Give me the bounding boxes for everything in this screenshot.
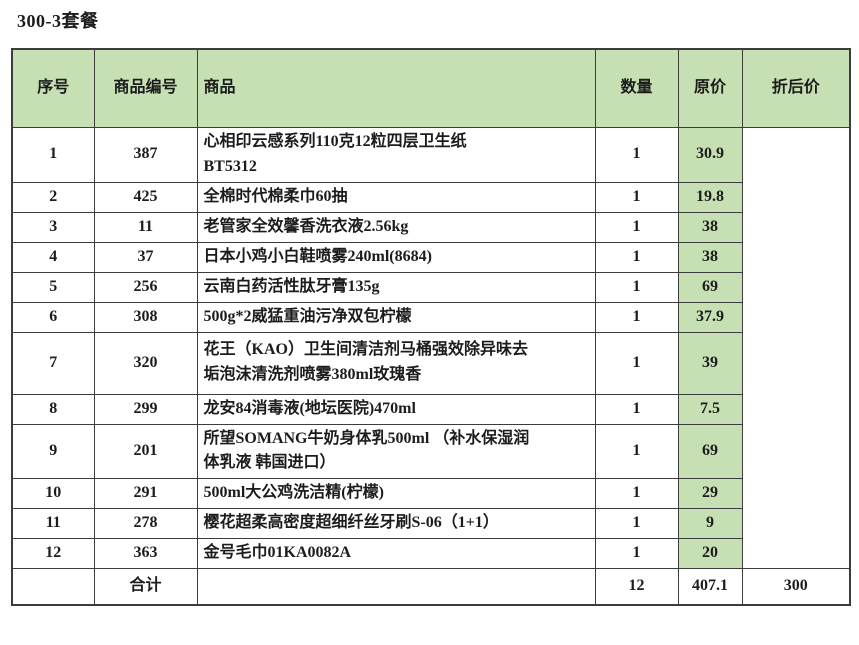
total-disc-price: 300 — [741, 568, 851, 606]
total-cell-no-empty — [11, 568, 95, 606]
cell-product: 龙安84消毒液(地坛医院)470ml — [196, 393, 596, 425]
cell-no: 4 — [11, 241, 95, 273]
cell-qty: 1 — [594, 301, 679, 333]
cell-no: 10 — [11, 478, 95, 510]
table-row: 11 278 樱花超柔高密度超细纤丝牙刷S-06（1+1） 1 9 — [11, 508, 850, 540]
table-row: 12 363 金号毛巾01KA0082A 1 20 — [11, 538, 850, 570]
table-row: 8 299 龙安84消毒液(地坛医院)470ml 1 7.5 — [11, 393, 850, 425]
cell-no: 2 — [11, 181, 95, 213]
cell-code: 278 — [93, 508, 198, 540]
cell-no: 3 — [11, 211, 95, 243]
cell-no: 1 — [11, 127, 95, 183]
table-row: 1 387 心相印云感系列110克12粒四层卫生纸 BT5312 1 30.9 — [11, 126, 851, 570]
cell-orig-price: 37.9 — [677, 301, 743, 333]
cell-orig-price: 38 — [677, 241, 743, 273]
cell-no: 12 — [11, 538, 95, 570]
total-qty: 12 — [594, 568, 679, 606]
cell-product: 500g*2威猛重油污净双包柠檬 — [196, 301, 596, 333]
table-row: 2 425 全棉时代棉柔巾60抽 1 19.8 — [11, 181, 850, 213]
cell-code: 308 — [93, 301, 198, 333]
cell-product: 樱花超柔高密度超细纤丝牙刷S-06（1+1） — [196, 508, 596, 540]
table-header: 序号 商品编号 商品 数量 原价 折后价 — [11, 48, 851, 128]
cell-qty: 1 — [594, 271, 679, 303]
cell-qty: 1 — [594, 508, 679, 540]
cell-no: 11 — [11, 508, 95, 540]
header-code: 商品编号 — [93, 48, 198, 128]
cell-product: 500ml大公鸡洗洁精(柠檬) — [196, 478, 596, 510]
cell-code: 363 — [93, 538, 198, 570]
cell-orig-price: 38 — [677, 211, 743, 243]
cell-qty: 1 — [594, 538, 679, 570]
cell-product: 心相印云感系列110克12粒四层卫生纸 BT5312 — [196, 127, 596, 183]
cell-orig-price: 19.8 — [677, 181, 743, 213]
cell-product: 老管家全效馨香洗衣液2.56kg — [196, 211, 596, 243]
cell-product: 所望SOMANG牛奶身体乳500ml （补水保湿润 体乳液 韩国进口） — [196, 423, 596, 480]
cell-orig-price: 29 — [677, 478, 743, 510]
cell-product: 金号毛巾01KA0082A — [196, 538, 596, 570]
cell-qty: 1 — [594, 331, 679, 395]
total-label: 合计 — [93, 568, 198, 606]
table-row: 7 320 花王（KAO）卫生间清洁剂马桶强效除异味去 垢泡沫清洗剂喷雾380m… — [11, 331, 850, 395]
cell-orig-price: 39 — [677, 331, 743, 395]
total-cell-product-empty — [196, 568, 596, 606]
table-body: 1 387 心相印云感系列110克12粒四层卫生纸 BT5312 1 30.9 … — [11, 126, 851, 606]
cell-code: 320 — [93, 331, 198, 395]
header-no: 序号 — [11, 48, 95, 128]
header-qty: 数量 — [594, 48, 679, 128]
cell-qty: 1 — [594, 211, 679, 243]
cell-product: 日本小鸡小白鞋喷雾240ml(8684) — [196, 241, 596, 273]
cell-qty: 1 — [594, 241, 679, 273]
cell-no: 7 — [11, 331, 95, 395]
table-row: 3 11 老管家全效馨香洗衣液2.56kg 1 38 — [11, 211, 850, 243]
cell-qty: 1 — [594, 423, 679, 480]
cell-no: 6 — [11, 301, 95, 333]
cell-product: 花王（KAO）卫生间清洁剂马桶强效除异味去 垢泡沫清洗剂喷雾380ml玫瑰香 — [196, 331, 596, 395]
cell-product: 云南白药活性肽牙膏135g — [196, 271, 596, 303]
cell-orig-price: 20 — [677, 538, 743, 570]
header-disc-price: 折后价 — [741, 48, 851, 128]
cell-product: 全棉时代棉柔巾60抽 — [196, 181, 596, 213]
header-product: 商品 — [196, 48, 596, 128]
cell-orig-price: 69 — [677, 423, 743, 480]
cell-no: 5 — [11, 271, 95, 303]
cell-code: 37 — [93, 241, 198, 273]
cell-code: 387 — [93, 127, 198, 183]
cell-orig-price: 69 — [677, 271, 743, 303]
table-row: 9 201 所望SOMANG牛奶身体乳500ml （补水保湿润 体乳液 韩国进口… — [11, 423, 850, 480]
cell-no: 9 — [11, 423, 95, 480]
cell-qty: 1 — [594, 181, 679, 213]
cell-code: 299 — [93, 393, 198, 425]
cell-code: 11 — [93, 211, 198, 243]
header-row: 序号 商品编号 商品 数量 原价 折后价 — [11, 48, 851, 128]
cell-orig-price: 30.9 — [677, 127, 743, 183]
cell-code: 256 — [93, 271, 198, 303]
price-table: 序号 商品编号 商品 数量 原价 折后价 1 387 心相印云感系列110克12… — [11, 48, 851, 607]
total-orig-price: 407.1 — [677, 568, 743, 606]
cell-code: 291 — [93, 478, 198, 510]
cell-disc-price-merged — [741, 126, 851, 570]
cell-qty: 1 — [594, 127, 679, 183]
header-orig-price: 原价 — [677, 48, 743, 128]
cell-qty: 1 — [594, 478, 679, 510]
cell-code: 201 — [93, 423, 198, 480]
cell-orig-price: 7.5 — [677, 393, 743, 425]
page-title: 300-3套餐 — [17, 11, 99, 31]
cell-orig-price: 9 — [677, 508, 743, 540]
table-row: 4 37 日本小鸡小白鞋喷雾240ml(8684) 1 38 — [11, 241, 850, 273]
table-row: 5 256 云南白药活性肽牙膏135g 1 69 — [11, 271, 850, 303]
total-row: 合计 12 407.1 300 — [11, 568, 851, 606]
cell-no: 8 — [11, 393, 95, 425]
cell-code: 425 — [93, 181, 198, 213]
table-row: 10 291 500ml大公鸡洗洁精(柠檬) 1 29 — [11, 478, 850, 510]
table-row: 6 308 500g*2威猛重油污净双包柠檬 1 37.9 — [11, 301, 850, 333]
cell-qty: 1 — [594, 393, 679, 425]
